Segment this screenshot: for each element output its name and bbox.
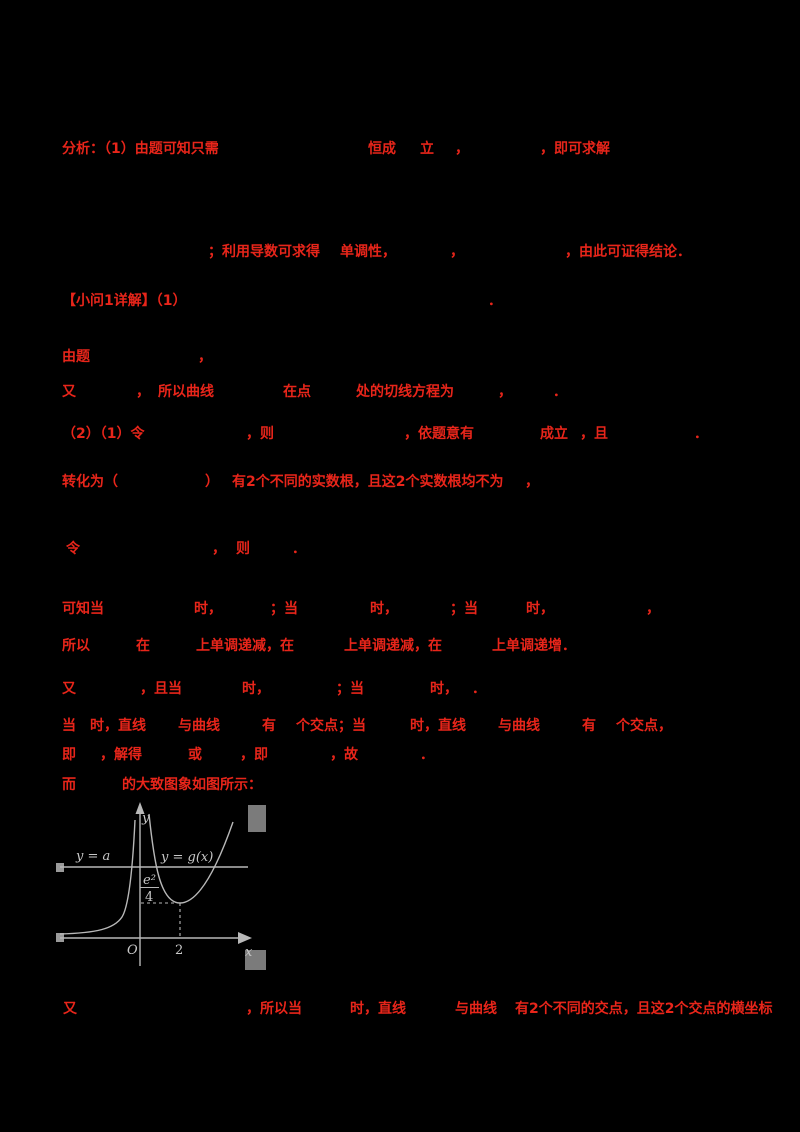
text-fragment: 时，直线 [90,718,146,734]
text-fragment: ． [420,747,434,763]
text-fragment: 上单调递减，在 [344,638,442,654]
text-fragment: 所以曲线 [158,384,214,400]
x-axis-label: x [245,945,253,960]
text-fragment: 与曲线 [455,1001,497,1017]
x-tick-2-label: 2 [175,943,183,958]
text-fragment: ；当 [450,601,478,617]
text-fragment: 转化为（ [62,474,118,490]
x-axis-arrow [238,932,252,944]
text-fragment: 上单调递减，在 [196,638,294,654]
text-fragment: 与曲线 [498,718,540,734]
text-fragment: 而 [62,777,76,793]
frac-numerator-label: e² [143,873,156,888]
text-fragment: 则 [236,541,250,557]
text-fragment: 由题 [62,349,90,365]
text-fragment: ，则 [246,426,274,442]
text-fragment: 分析：（1）由题可知只需 [62,141,219,157]
figure-artifact [248,805,266,832]
text-fragment: 上单调递增． [492,638,576,654]
text-fragment: ． [292,541,306,557]
text-fragment: 令 [66,541,80,557]
text-fragment: 立 [420,141,434,157]
text-fragment: ， [198,349,212,365]
text-fragment: 又 [63,1001,77,1017]
text-fragment: 【小问1详解】（1） [62,293,187,309]
text-fragment: 时， [194,601,222,617]
text-fragment: 时， [242,681,270,697]
text-fragment: 有2个不同的交点，且这2个交点的横坐标 [515,1001,773,1017]
text-fragment: 的大致图象如图所示： [122,777,262,793]
text-fragment: 处的切线方程为 [356,384,454,400]
text-fragment: ， [646,601,660,617]
frac-denominator-label: 4 [145,890,153,905]
text-fragment: 当 [62,718,76,734]
text-fragment: ， [450,244,464,260]
text-fragment: ， [212,541,226,557]
text-fragment: ，所以当 [246,1001,302,1017]
text-fragment: 时， [430,681,458,697]
figure-artifact [245,950,266,970]
text-fragment: 时，直线 [350,1001,406,1017]
text-fragment: ，且当 [140,681,182,697]
text-fragment: ， [498,384,512,400]
text-fragment: 所以 [62,638,90,654]
text-fragment: ，即 [240,747,268,763]
text-fragment: 恒成 [368,141,396,157]
function-graph-figure: e² 4 y x O 2 y = a y = g(x) [56,802,266,970]
curve-g-left-branch [59,819,136,935]
text-fragment: ，解得 [100,747,142,763]
text-fragment: ；当 [270,601,298,617]
line-y-equals-a-label: y = a [75,849,110,864]
text-fragment: （2）（1）令 [62,426,145,442]
text-fragment: 可知当 [62,601,104,617]
text-fragment: 有 [262,718,276,734]
text-fragment: ． [472,681,486,697]
text-fragment: 有2个不同的实数根，且这2个实数根均不为 [232,474,504,490]
text-fragment: 时， [526,601,554,617]
text-fragment: ． [488,293,502,309]
text-fragment: 或 [188,747,202,763]
text-fragment: ，依题意有 [404,426,474,442]
text-fragment: 时， [370,601,398,617]
text-fragment: 在点 [283,384,311,400]
text-fragment: ；利用导数可求得 [208,244,320,260]
text-fragment: 时，直线 [410,718,466,734]
text-fragment: 与曲线 [178,718,220,734]
text-fragment: 即 [62,747,76,763]
text-fragment: ，即可求解 [540,141,610,157]
text-fragment: 单调性， [340,244,396,260]
text-fragment: ；当 [336,681,364,697]
text-fragment: 又 [62,384,76,400]
text-fragment: ， [455,141,469,157]
text-fragment: 个交点；当 [296,718,366,734]
origin-label: O [127,943,138,958]
text-fragment: ） [205,474,219,490]
text-fragment: ，且 [580,426,608,442]
text-fragment: ， [136,384,150,400]
text-fragment: ，由此可证得结论． [565,244,691,260]
y-axis-arrow [135,802,145,814]
text-fragment: ， [525,474,539,490]
curve-g-label: y = g(x) [160,850,213,865]
text-fragment: 又 [62,681,76,697]
text-fragment: 有 [582,718,596,734]
text-fragment: 个交点， [616,718,672,734]
y-axis-label: y [141,811,150,826]
text-fragment: ． [553,384,567,400]
text-fragment: 成立 [540,426,568,442]
text-fragment: 在 [136,638,150,654]
text-fragment: ，故 [330,747,358,763]
text-fragment: ． [694,426,708,442]
